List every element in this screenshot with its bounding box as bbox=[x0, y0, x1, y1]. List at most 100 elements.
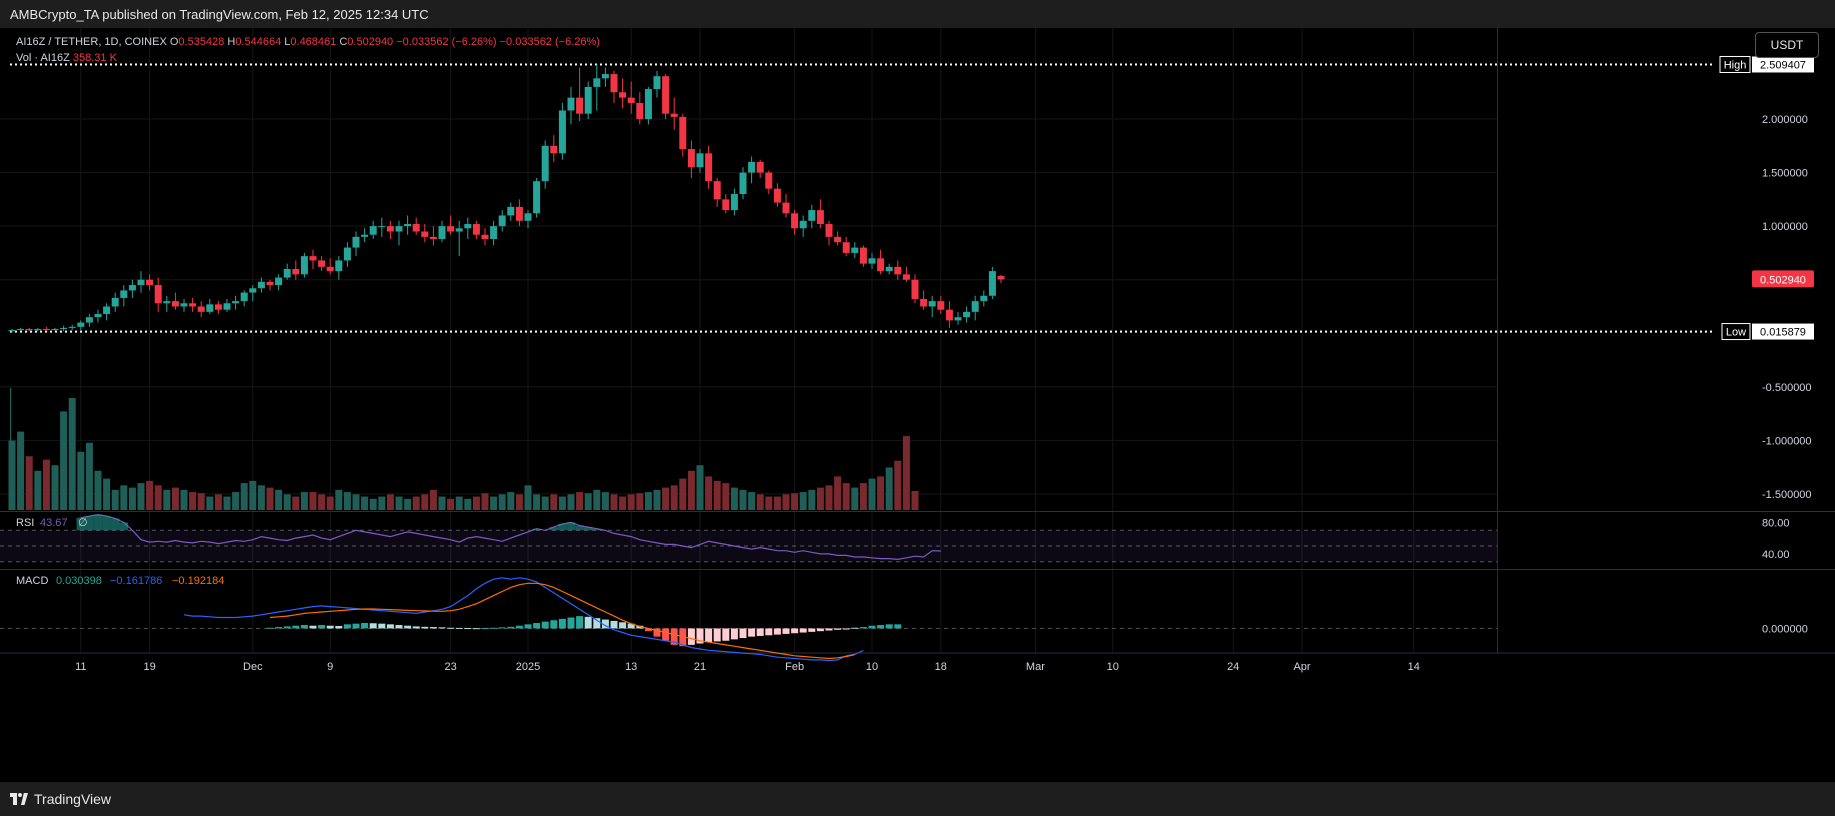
x-tick-label: 2025 bbox=[516, 661, 540, 673]
candle-body bbox=[515, 206, 523, 221]
volume-bar bbox=[128, 487, 136, 510]
signal-value: −0.192184 bbox=[172, 575, 224, 587]
x-tick-label: 10 bbox=[1107, 661, 1119, 673]
x-tick-label: 10 bbox=[866, 661, 878, 673]
macd-line bbox=[183, 577, 864, 662]
volume-bar bbox=[94, 470, 102, 510]
last-price-box bbox=[1752, 270, 1814, 288]
macd-histogram-bar bbox=[705, 628, 713, 643]
candle-body bbox=[997, 275, 1005, 280]
macd-hist-value: 0.030398 bbox=[56, 575, 102, 587]
candle-body bbox=[937, 301, 945, 310]
chart-area[interactable]: 2.000000 1.500000 1.000000 -0.500000 -1.0000… bbox=[0, 28, 1835, 782]
candle-body bbox=[171, 301, 179, 307]
macd-histogram-bar bbox=[369, 623, 377, 629]
tradingview-logo[interactable]: TradingView bbox=[10, 791, 111, 807]
candle-body bbox=[507, 206, 515, 216]
publish-header: AMBCrypto_TA published on TradingView.co… bbox=[0, 0, 1835, 28]
candle-body bbox=[214, 304, 222, 310]
volume-bar bbox=[318, 494, 326, 510]
volume-bar bbox=[679, 478, 687, 510]
volume-bar bbox=[266, 487, 274, 510]
candle-body bbox=[567, 97, 575, 111]
candle-body bbox=[103, 306, 111, 314]
candle-body bbox=[808, 210, 816, 221]
volume-bar bbox=[481, 493, 489, 510]
candle-body bbox=[713, 181, 721, 200]
candle-body bbox=[257, 281, 265, 289]
candle-body bbox=[77, 322, 85, 327]
price-tick-label: 1.500000 bbox=[1762, 168, 1808, 180]
volume-bar bbox=[283, 494, 291, 510]
candle-body bbox=[550, 145, 558, 154]
candle-body bbox=[610, 74, 618, 93]
candle-body bbox=[825, 224, 833, 237]
candle-body bbox=[120, 290, 128, 298]
volume-bar bbox=[498, 494, 506, 510]
volume-bar bbox=[808, 489, 816, 510]
macd-histogram-bar bbox=[653, 628, 661, 637]
volume-bar bbox=[455, 496, 463, 510]
low-marker-box bbox=[1721, 323, 1751, 341]
volume-bar bbox=[395, 496, 403, 510]
candle-body bbox=[687, 149, 695, 168]
candle-body bbox=[8, 330, 16, 332]
volume-bar bbox=[378, 496, 386, 510]
volume-bar bbox=[576, 492, 584, 510]
macd-histogram-bar bbox=[515, 625, 523, 629]
volume-bar bbox=[515, 494, 523, 510]
volume-bar bbox=[765, 496, 773, 510]
candle-body bbox=[85, 317, 93, 323]
volume-bar bbox=[490, 496, 498, 510]
macd-histogram-bar bbox=[593, 618, 601, 629]
macd-histogram-bar bbox=[859, 627, 867, 629]
volume-bar bbox=[77, 451, 85, 510]
volume-bar bbox=[369, 498, 377, 510]
volume-bar bbox=[361, 496, 369, 510]
candle-body bbox=[197, 306, 205, 312]
candle-body bbox=[68, 326, 76, 328]
high-marker-label: High bbox=[1724, 59, 1747, 71]
low-marker-value: 0.015879 bbox=[1760, 327, 1806, 339]
price-tick-label: -1.000000 bbox=[1762, 435, 1812, 447]
x-tick-label: 21 bbox=[694, 661, 706, 673]
macd-histogram-bar bbox=[541, 621, 549, 629]
macd-histogram-bar bbox=[429, 627, 437, 629]
signal-line bbox=[269, 582, 855, 660]
volume-bar bbox=[335, 489, 343, 510]
macd-histogram-bar bbox=[386, 624, 394, 629]
macd-histogram-bar bbox=[412, 626, 420, 629]
candle-body bbox=[275, 277, 283, 286]
volume-bar bbox=[825, 485, 833, 510]
macd-histogram-bar bbox=[816, 628, 824, 632]
x-tick-label: 14 bbox=[1408, 661, 1420, 673]
macd-histogram-bar bbox=[679, 628, 687, 647]
volume-bar bbox=[670, 485, 678, 510]
volume-bar bbox=[782, 494, 790, 510]
tradingview-brand: TradingView bbox=[34, 791, 112, 807]
candle-body bbox=[447, 226, 455, 232]
macd-histogram-bar bbox=[791, 628, 799, 634]
candle-body bbox=[558, 110, 566, 154]
macd-histogram-bar bbox=[722, 628, 730, 641]
candle-body bbox=[619, 92, 627, 98]
chart-svg[interactable]: 2.000000 1.500000 1.000000 -0.500000 -1.0000… bbox=[0, 28, 1835, 782]
candle-body bbox=[756, 161, 764, 173]
candle-body bbox=[404, 224, 412, 227]
candle-body bbox=[369, 226, 377, 235]
tradingview-logo-icon bbox=[10, 793, 28, 805]
candle-body bbox=[94, 313, 102, 318]
volume-bar bbox=[111, 489, 119, 510]
candle-body bbox=[601, 74, 609, 79]
volume-bar bbox=[756, 494, 764, 510]
candle-body bbox=[481, 234, 489, 240]
candle-body bbox=[189, 303, 197, 307]
currency-button[interactable]: USDT bbox=[1755, 32, 1819, 58]
x-tick-label: 18 bbox=[935, 661, 947, 673]
volume-bar bbox=[653, 489, 661, 510]
candle-body bbox=[343, 247, 351, 261]
macd-histogram-bar bbox=[730, 628, 738, 640]
volume-value: 358.31 K bbox=[72, 52, 117, 64]
price-tick-label: 2.000000 bbox=[1762, 114, 1808, 126]
candle-body bbox=[240, 292, 248, 302]
